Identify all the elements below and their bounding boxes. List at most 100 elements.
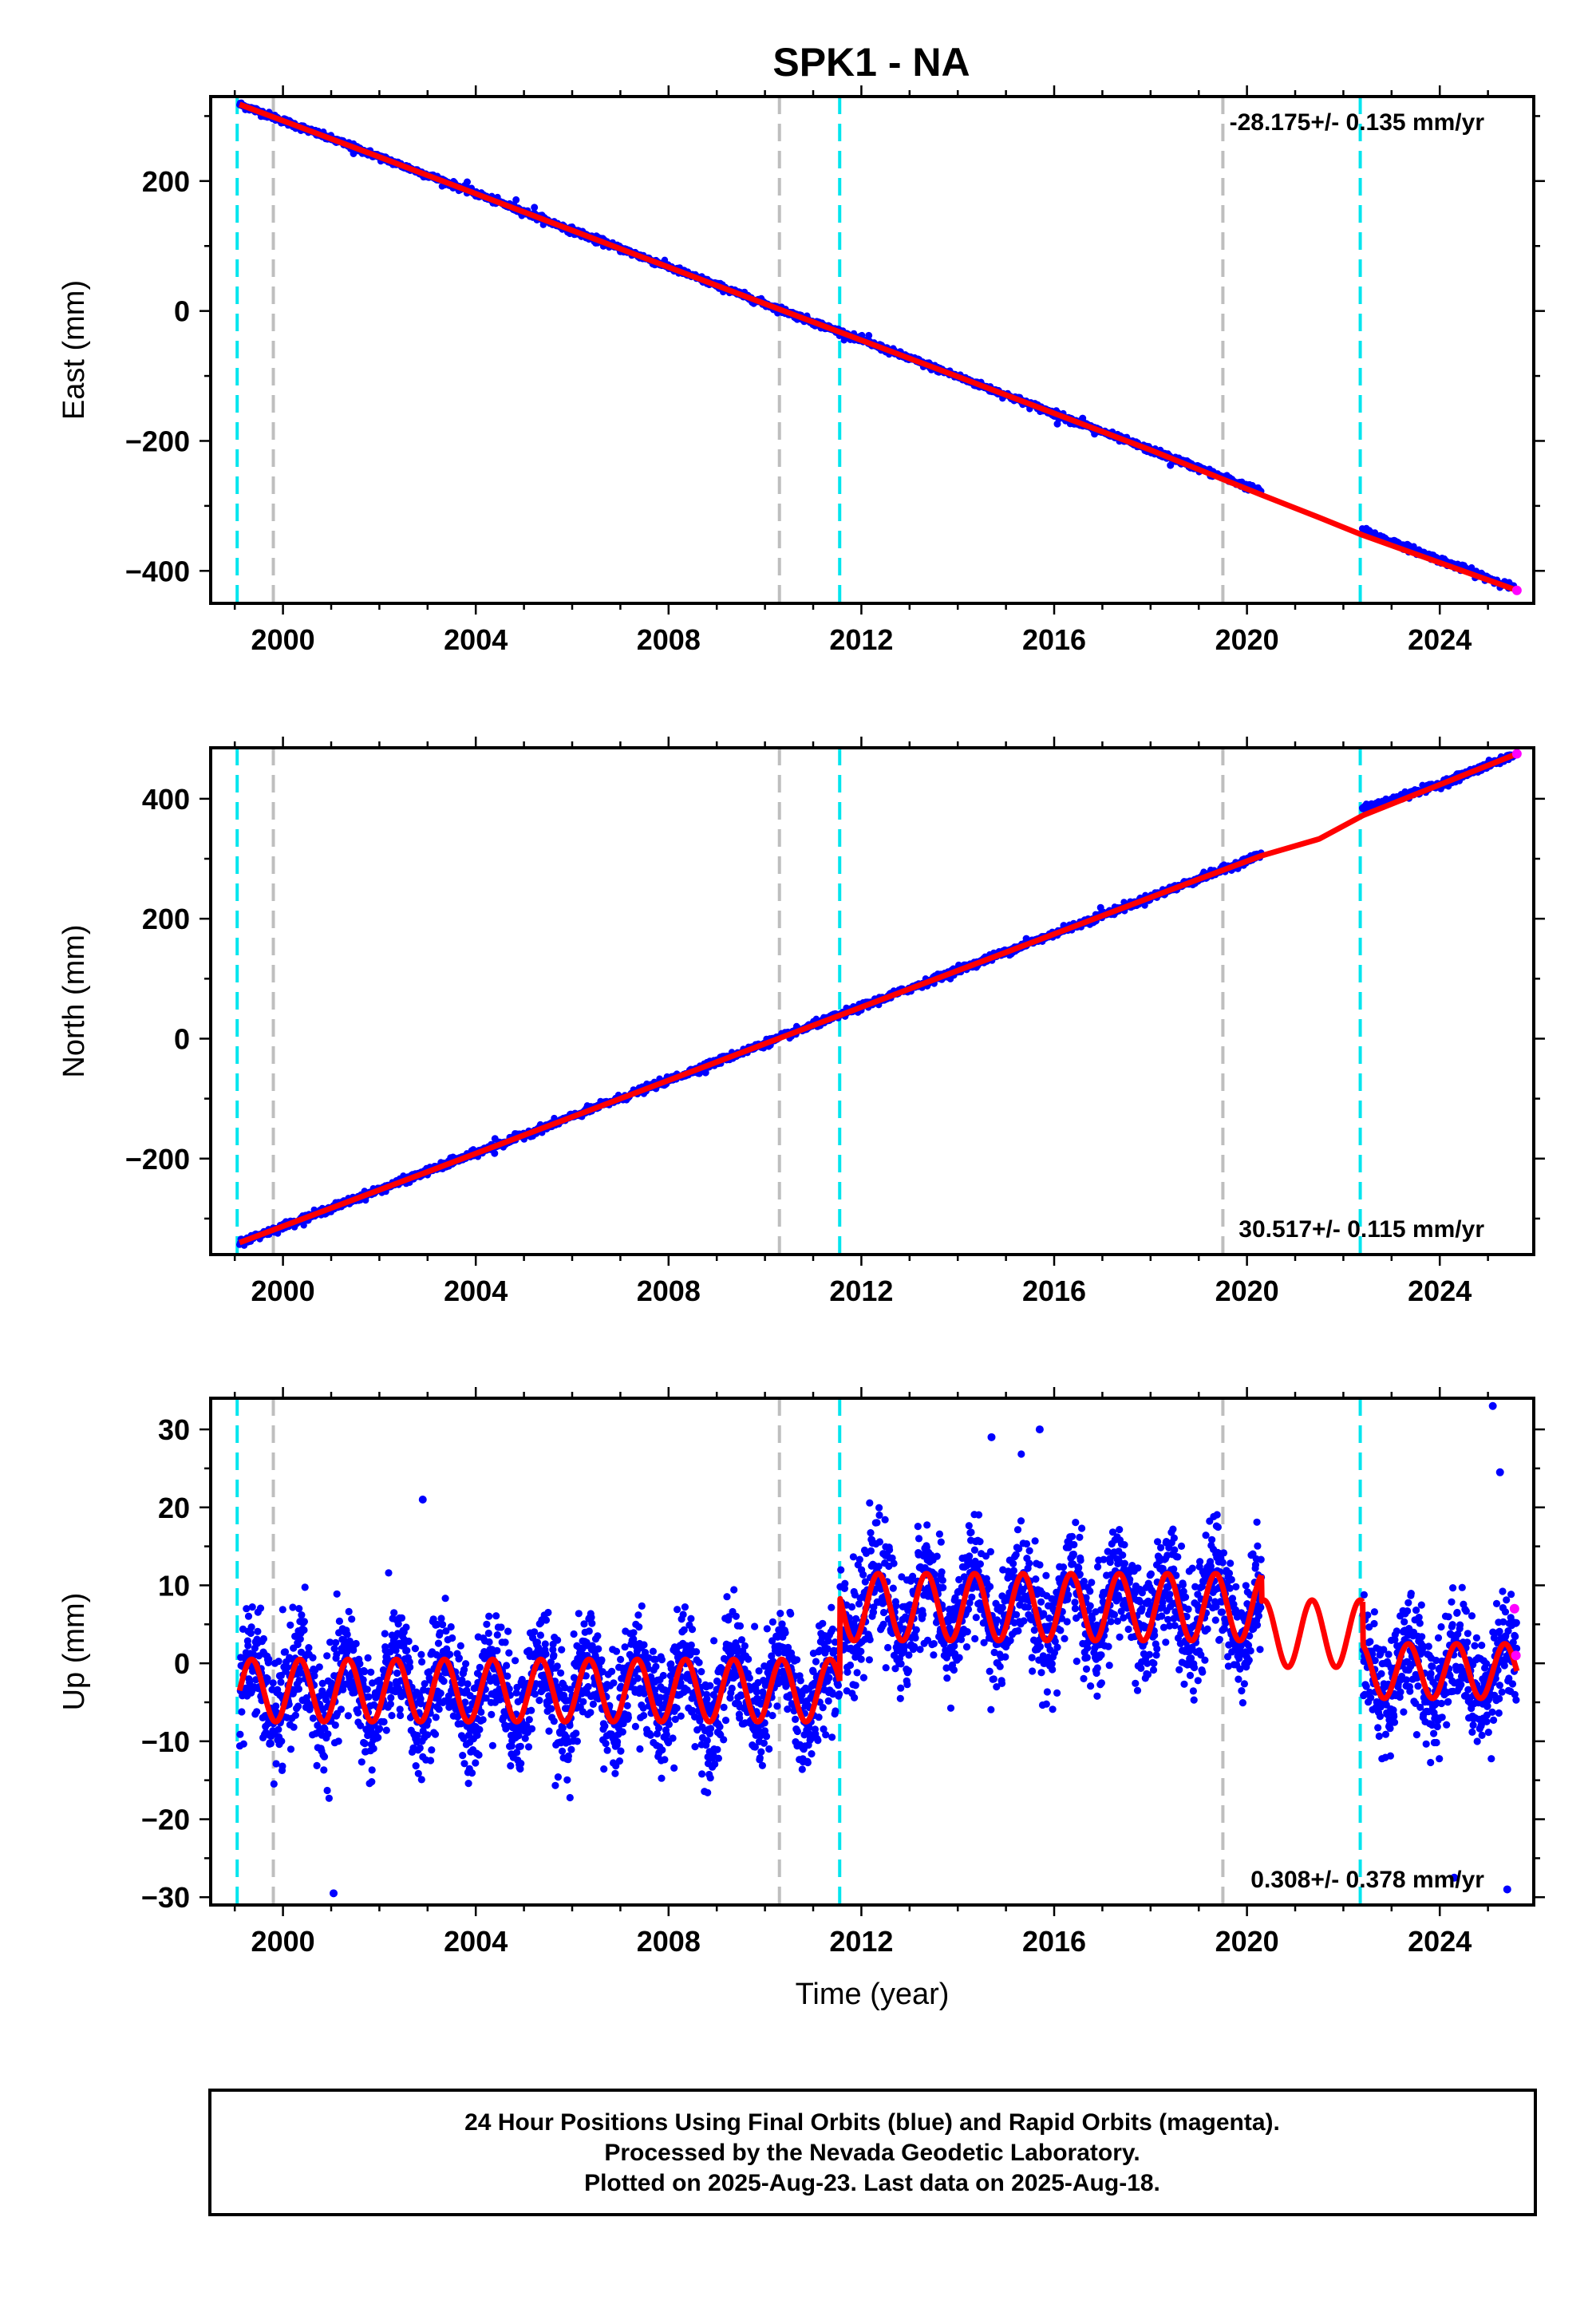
up-scatter-point	[343, 1630, 351, 1638]
east-scatter-point	[1053, 420, 1061, 428]
up-scatter-point	[313, 1761, 321, 1769]
east-x-tick-label: 2008	[637, 623, 701, 656]
up-scatter-point	[397, 1711, 405, 1720]
up-scatter-point	[337, 1705, 345, 1713]
up-scatter-point	[382, 1726, 390, 1734]
north-frame	[209, 746, 1535, 1256]
north-y-tick-label: −200	[125, 1143, 190, 1176]
up-scatter-point	[402, 1623, 410, 1631]
up-scatter-point	[286, 1745, 295, 1753]
up-scatter-point	[361, 1740, 369, 1748]
up-scatter-point	[259, 1634, 267, 1643]
up-scatter-point	[436, 1629, 444, 1637]
up-scatter-point	[406, 1663, 414, 1671]
up-scatter-point	[330, 1645, 338, 1653]
up-scatter-point	[295, 1605, 303, 1613]
up-scatter-point	[361, 1667, 369, 1676]
up-scatter-point	[309, 1714, 317, 1722]
up-scatter-point	[332, 1638, 340, 1646]
east-frame	[209, 95, 1535, 605]
east-scatter-point	[1079, 414, 1087, 422]
up-scatter-point	[247, 1623, 255, 1631]
east-panel: 2000 2004 2008 2012 2016 2020 2024−400−2000200…	[57, 85, 1545, 656]
north-x-tick-label: 2020	[1215, 1275, 1279, 1307]
up-scatter-point	[428, 1746, 436, 1754]
up-scatter-point	[320, 1766, 328, 1774]
up-scatter-point	[369, 1745, 377, 1753]
up-scatter-point	[253, 1708, 261, 1716]
up-scatter-point	[446, 1650, 454, 1658]
up-scatter-point	[270, 1780, 278, 1788]
up-scatter-point	[256, 1604, 265, 1612]
up-scatter-point	[294, 1702, 302, 1710]
up-scatter-point	[393, 1669, 401, 1678]
up-scatter-point	[310, 1672, 318, 1680]
up-scatter-point	[265, 1655, 273, 1663]
up-scatter-point	[272, 1760, 280, 1768]
up-scatter-point	[396, 1705, 404, 1713]
up-scatter-point	[323, 1652, 331, 1660]
east-scatter-point	[512, 196, 520, 204]
east-scatter-point	[350, 150, 358, 157]
up-scatter-point	[279, 1606, 286, 1614]
up-scatter-point	[418, 1658, 426, 1666]
up-scatter-point	[320, 1753, 329, 1761]
up-scatter-point	[437, 1614, 445, 1622]
up-panel: 2000 2004 2008 2012 2016 2020 2024−30−20−10010…	[57, 1387, 1545, 1958]
east-y-tick-label: −400	[125, 555, 190, 587]
up-scatter-point	[414, 1769, 422, 1777]
up-scatter-point	[291, 1711, 299, 1719]
up-scatter-point	[387, 1694, 395, 1701]
up-scatter-point	[279, 1762, 286, 1770]
north-scatter-point	[701, 1069, 709, 1077]
up-scatter-point	[295, 1677, 303, 1685]
north-x-tick-label: 2004	[444, 1275, 508, 1307]
up-scatter-point	[457, 1720, 465, 1728]
up-scatter-point	[443, 1645, 451, 1653]
up-scatter-point	[278, 1737, 286, 1745]
north-x-tick-label: 2008	[637, 1275, 701, 1307]
north-x-tick-label: 2016	[1022, 1275, 1086, 1307]
up-scatter-point	[417, 1776, 425, 1784]
up-scatter-point	[290, 1723, 298, 1731]
up-scatter-point	[363, 1686, 371, 1694]
chart-title: SPK1 - NA	[772, 40, 970, 85]
north-x-tick-label: 2024	[1408, 1275, 1472, 1307]
up-scatter-point	[294, 1685, 302, 1693]
up-scatter-point	[367, 1668, 375, 1676]
up-scatter-point	[455, 1654, 464, 1662]
up-scatter-point	[364, 1654, 372, 1662]
up-scatter-point	[358, 1758, 365, 1766]
up-scatter-point	[254, 1627, 262, 1635]
up-scatter-point	[236, 1730, 244, 1738]
up-scatter-point	[354, 1709, 362, 1717]
up-scatter-point	[416, 1744, 424, 1752]
up-scatter-point	[348, 1615, 356, 1623]
north-panel: 2000 2004 2008 2012 2016 2020 2024−2000200400N…	[57, 737, 1545, 1307]
up-scatter-point	[411, 1645, 420, 1653]
east-model-line	[238, 101, 1519, 593]
up-scatter-point	[298, 1611, 306, 1619]
up-scatter-point	[350, 1646, 358, 1654]
up-scatter-point	[331, 1721, 339, 1729]
north-rate-label: 30.517+/- 0.115 mm/yr	[1238, 1216, 1484, 1243]
north-x-tick-label: 2012	[829, 1275, 893, 1307]
up-scatter-point	[333, 1650, 341, 1658]
up-scatter-point	[441, 1595, 449, 1603]
up-scatter-point	[417, 1700, 425, 1708]
east-scatter-point	[1167, 461, 1175, 469]
up-scatter-point	[374, 1733, 382, 1741]
up-scatter-point	[435, 1705, 443, 1713]
east-scatter-point	[531, 204, 539, 211]
up-scatter-point	[352, 1639, 360, 1648]
up-scatter-point	[459, 1752, 467, 1760]
up-scatter-point	[439, 1621, 447, 1629]
up-scatter-point	[397, 1614, 406, 1622]
up-scatter-point	[359, 1676, 367, 1684]
up-scatter-point	[376, 1725, 384, 1733]
up-scatter-point	[392, 1646, 400, 1654]
up-scatter-point	[239, 1740, 247, 1748]
north-y-tick-label: 0	[174, 1022, 190, 1055]
north-rapid-point	[1511, 749, 1522, 759]
east-x-tick-label: 2000	[251, 623, 315, 656]
